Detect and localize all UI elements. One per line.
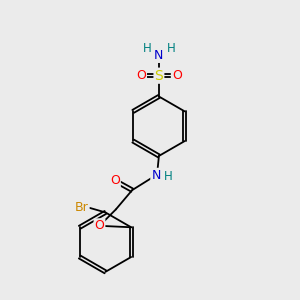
Text: O: O bbox=[110, 174, 120, 187]
Text: N: N bbox=[151, 169, 160, 182]
Text: S: S bbox=[154, 69, 163, 83]
Text: H: H bbox=[167, 42, 175, 55]
Text: H: H bbox=[143, 42, 152, 55]
Text: O: O bbox=[94, 219, 104, 232]
Text: H: H bbox=[164, 170, 173, 183]
Text: Br: Br bbox=[75, 202, 88, 214]
Text: O: O bbox=[136, 69, 146, 82]
Text: N: N bbox=[154, 49, 164, 62]
Text: O: O bbox=[172, 69, 182, 82]
